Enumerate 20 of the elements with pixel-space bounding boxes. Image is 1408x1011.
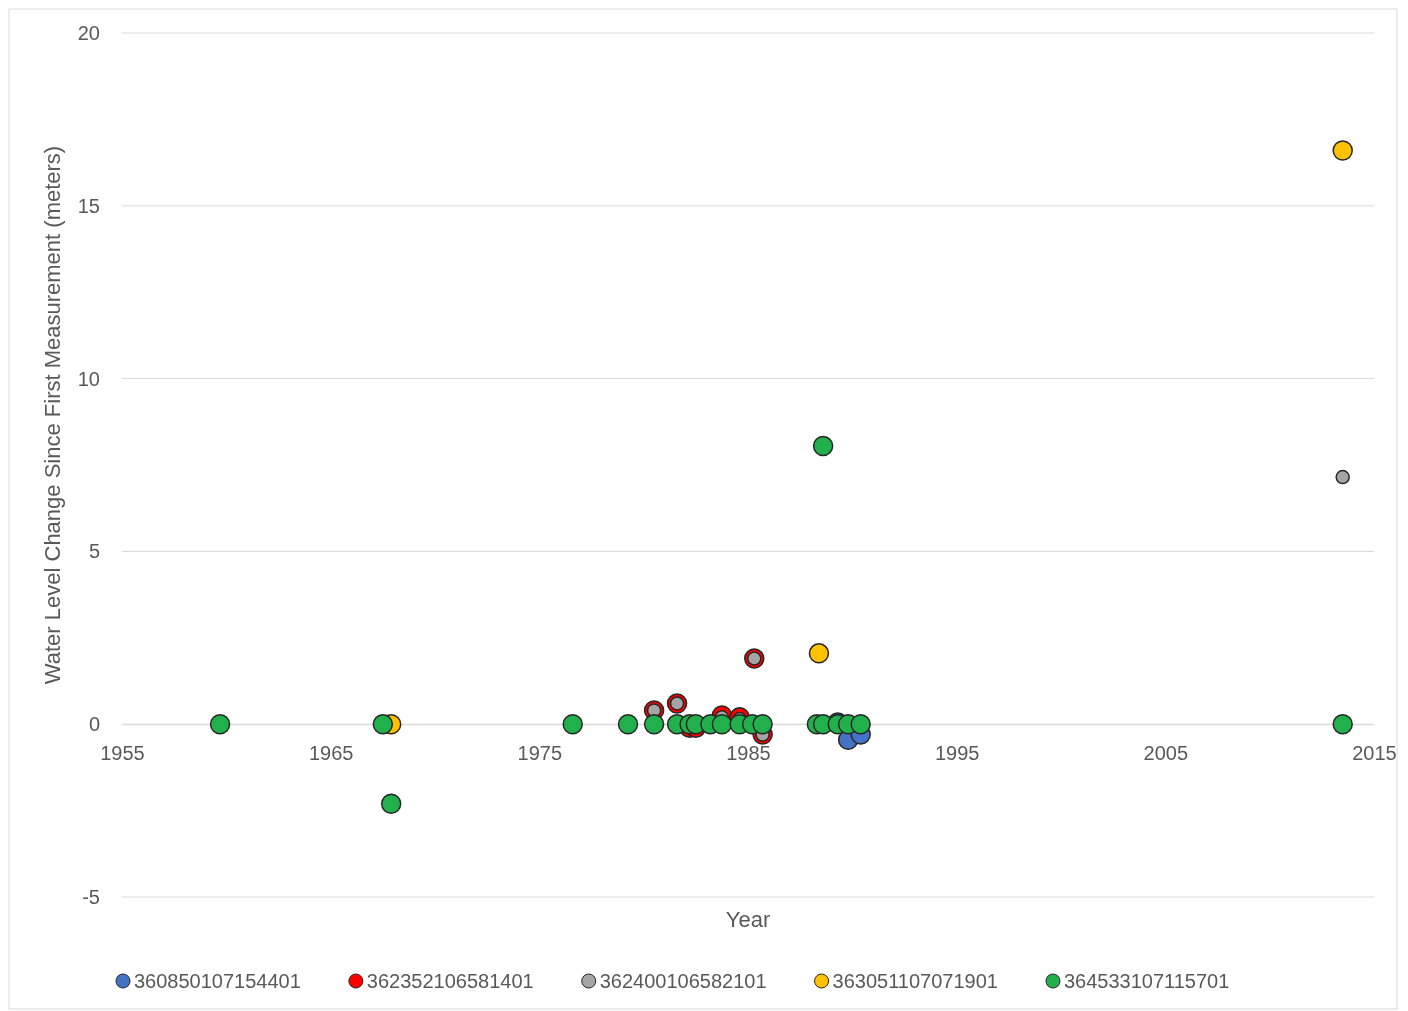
y-tick-label: 5 xyxy=(88,540,100,563)
y-axis-title: Water Level Change Since First Measurement (meters) xyxy=(40,145,65,685)
x-tick-label: 1975 xyxy=(517,742,563,765)
legend-label: 362400106582101 xyxy=(599,970,767,992)
y-tick-label: -5 xyxy=(82,885,100,908)
y-tick-label: 20 xyxy=(77,21,100,44)
x-tick-label: 1995 xyxy=(934,742,980,765)
x-tick-label: 2005 xyxy=(1143,742,1189,765)
y-tick-label: 0 xyxy=(88,713,100,736)
legend-label: 363051107071901 xyxy=(832,970,998,992)
legend-label: 360850107154401 xyxy=(134,970,301,992)
x-axis-title: Year xyxy=(725,907,771,932)
x-tick-label: 1955 xyxy=(100,742,145,765)
legend-label: 362352106581401 xyxy=(366,970,534,992)
x-tick-label: 1965 xyxy=(308,742,354,765)
legend-label: 364533107115701 xyxy=(1063,970,1230,992)
y-tick-label: 15 xyxy=(77,194,100,217)
x-tick-label: 2015 xyxy=(1352,742,1397,765)
y-tick-label: 10 xyxy=(77,367,100,390)
x-tick-label: 1985 xyxy=(726,742,771,765)
